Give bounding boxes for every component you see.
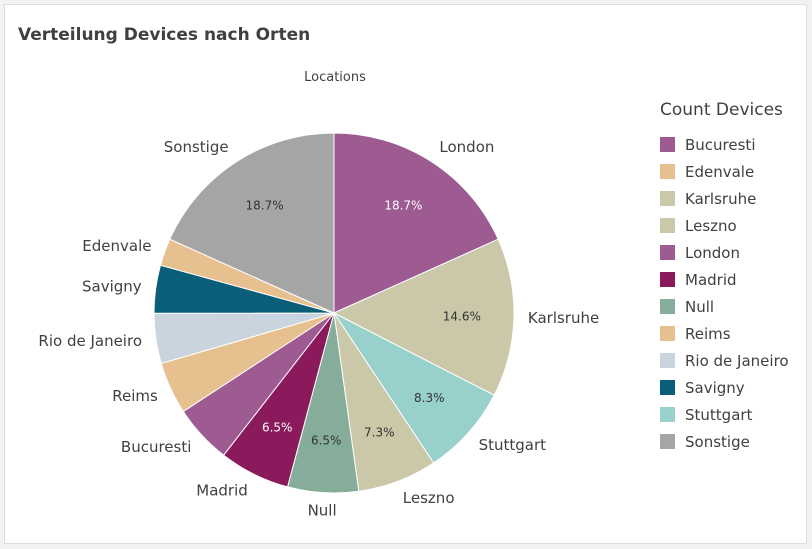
slice-percent-leszno: 7.3%	[364, 426, 395, 440]
legend-label: London	[685, 243, 740, 262]
legend-swatch	[660, 380, 675, 395]
legend-item-edenvale[interactable]: Edenvale	[660, 158, 789, 185]
slice-percent-karlsruhe: 14.6%	[443, 309, 481, 323]
slice-label-london: London	[439, 138, 494, 156]
legend-item-leszno[interactable]: Leszno	[660, 212, 789, 239]
legend-label: Leszno	[685, 216, 737, 235]
legend-label: Null	[685, 297, 715, 316]
legend-swatch	[660, 272, 675, 287]
legend-label: Edenvale	[685, 162, 755, 181]
legend-item-bucuresti[interactable]: Bucuresti	[660, 131, 789, 158]
chart-subtitle: Locations	[304, 70, 366, 85]
slice-percent-london: 18.7%	[384, 199, 422, 213]
slice-percent-stuttgart: 8.3%	[414, 391, 445, 405]
chart-title: Verteilung Devices nach Orten	[18, 25, 311, 45]
slice-percent-null: 6.5%	[311, 434, 342, 448]
slice-percent-madrid: 6.5%	[262, 421, 293, 435]
legend-label: Karlsruhe	[685, 189, 757, 208]
legend-swatch	[660, 299, 675, 314]
legend-label: Stuttgart	[685, 405, 753, 424]
legend-item-madrid[interactable]: Madrid	[660, 266, 789, 293]
legend-label: Sonstige	[685, 432, 750, 451]
legend-swatch	[660, 191, 675, 206]
legend-swatch	[660, 218, 675, 233]
legend-label: Rio de Janeiro	[685, 351, 789, 370]
slice-label-stuttgart: Stuttgart	[479, 436, 547, 454]
legend: Count Devices Bucuresti Edenvale Karlsruhe…	[660, 100, 789, 455]
legend-item-null[interactable]: Null	[660, 293, 789, 320]
slice-label-edenvale: Edenvale	[82, 237, 151, 255]
pie-slice-stuttgart[interactable]	[332, 311, 495, 464]
legend-item-savigny[interactable]: Savigny	[660, 374, 789, 401]
pie-slice-karlsruhe[interactable]	[332, 238, 515, 396]
slice-label-bucuresti: Bucuresti	[121, 438, 191, 456]
legend-item-sonstige[interactable]: Sonstige	[660, 428, 789, 455]
legend-label: Bucuresti	[685, 135, 756, 154]
slice-label-karlsruhe: Karlsruhe	[528, 309, 599, 327]
slice-label-reims: Reims	[112, 387, 158, 405]
legend-swatch	[660, 164, 675, 179]
legend-swatch	[660, 326, 675, 341]
legend-title: Count Devices	[660, 100, 783, 120]
slice-label-null: Null	[308, 502, 337, 520]
slice-label-madrid: Madrid	[196, 481, 248, 499]
pie-slice-sonstige[interactable]	[169, 132, 335, 314]
slice-label-rio-de-janeiro: Rio de Janeiro	[38, 332, 142, 350]
legend-label: Reims	[685, 324, 731, 343]
legend-label: Savigny	[685, 378, 745, 397]
legend-item-reims[interactable]: Reims	[660, 320, 789, 347]
slice-percent-sonstige: 18.7%	[246, 199, 284, 213]
slice-label-sonstige: Sonstige	[164, 138, 229, 156]
legend-swatch	[660, 137, 675, 152]
legend-swatch	[660, 353, 675, 368]
legend-swatch	[660, 434, 675, 449]
slice-label-leszno: Leszno	[403, 489, 455, 507]
legend-label: Madrid	[685, 270, 737, 289]
legend-swatch	[660, 407, 675, 422]
legend-item-stuttgart[interactable]: Stuttgart	[660, 401, 789, 428]
legend-item-london[interactable]: London	[660, 239, 789, 266]
legend-item-karlsruhe[interactable]: Karlsruhe	[660, 185, 789, 212]
pie-slice-london[interactable]	[333, 132, 499, 314]
legend-item-rio-de-janeiro[interactable]: Rio de Janeiro	[660, 347, 789, 374]
legend-swatch	[660, 245, 675, 260]
slice-label-savigny: Savigny	[82, 278, 142, 296]
